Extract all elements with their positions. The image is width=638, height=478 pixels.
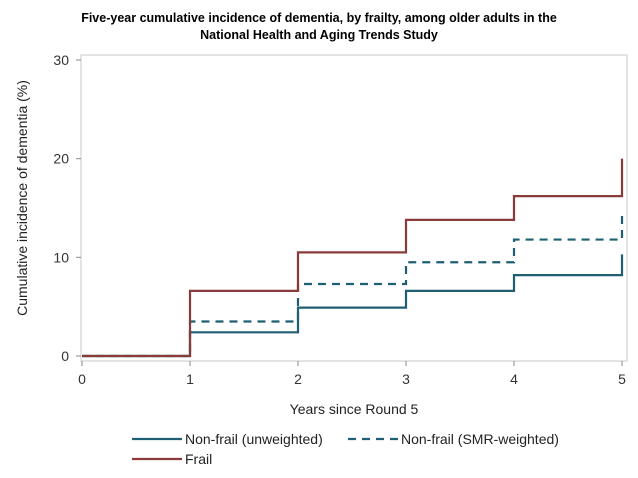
x-tick-label: 0 (78, 371, 86, 387)
chart-title-line-1: Five-year cumulative incidence of dement… (81, 11, 557, 25)
axes-group: 0 10 20 30 0 1 2 3 4 5 (53, 52, 626, 387)
x-axis-label: Years since Round 5 (290, 401, 419, 417)
chart-title-line-2: National Health and Aging Trends Study (200, 28, 438, 42)
y-tick-label: 20 (53, 151, 69, 167)
legend-label-2: Non-frail (SMR-weighted) (401, 431, 559, 447)
series-line-3 (82, 158, 624, 358)
y-tick-label: 10 (53, 249, 69, 265)
y-tick-label: 30 (53, 52, 69, 68)
legend-label-3: Frail (185, 451, 212, 467)
x-tick-label: 1 (186, 371, 194, 387)
x-tick-label: 2 (294, 371, 302, 387)
plot-frame (80, 54, 628, 362)
x-tick-label: 5 (618, 371, 626, 387)
x-tick-label: 4 (510, 371, 518, 387)
legend-label-1: Non-frail (unweighted) (185, 431, 323, 447)
series-line-1 (82, 254, 624, 358)
y-axis-label: Cumulative incidence of dementia (%) (14, 80, 30, 316)
x-tick-label: 3 (402, 371, 410, 387)
series-line-2 (82, 212, 624, 358)
legend: Non-frail (unweighted) Non-frail (SMR-wei… (132, 431, 559, 467)
y-tick-label: 0 (61, 348, 69, 364)
series-lines (82, 158, 624, 358)
